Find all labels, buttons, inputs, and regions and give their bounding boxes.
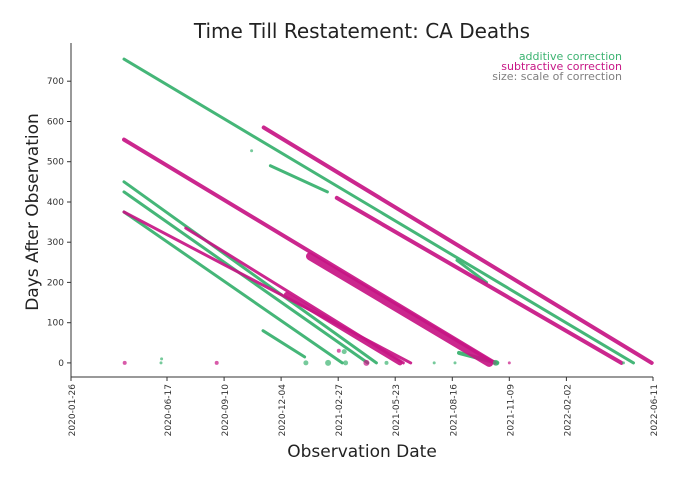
correction-point-additive-14 (250, 149, 254, 153)
correction-streak-subtractive-12 (334, 195, 624, 365)
correction-point-additive-4 (325, 359, 332, 366)
x-tick-label: 2022-02-02 (563, 384, 573, 436)
streak-line (306, 252, 494, 367)
correction-streak-subtractive-13 (306, 252, 494, 367)
y-tick-label: 200 (47, 278, 64, 288)
correction-point-subtractive-11 (507, 361, 511, 365)
correction-point-subtractive-6 (363, 359, 370, 366)
y-tick-label: 600 (47, 118, 64, 128)
y-tick-label: 400 (47, 198, 64, 208)
x-tick-label: 2020-12-04 (278, 384, 288, 437)
x-tick-label: 2021-05-23 (392, 384, 402, 436)
streak-line (122, 57, 635, 365)
correction-point-subtractive-16 (336, 348, 341, 353)
x-tick-label: 2020-06-17 (164, 384, 174, 436)
streak-line (122, 210, 344, 365)
correction-streak-additive-5 (261, 329, 307, 359)
correction-streak-additive-4 (268, 164, 329, 194)
y-tick-label: 300 (47, 238, 64, 248)
correction-point-additive-15 (341, 349, 347, 355)
x-tick-label: 2021-02-27 (335, 384, 345, 436)
streak-line (268, 164, 329, 194)
correction-point-additive-9 (453, 361, 457, 365)
chart-title: Time Till Restatement: CA Deaths (193, 19, 530, 43)
x-tick-label: 2022-06-11 (650, 384, 660, 436)
x-tick-label: 2021-08-16 (449, 384, 459, 437)
plot-area (122, 57, 654, 367)
correction-streak-additive-0 (122, 57, 635, 365)
legend: additive correction subtractive correcti… (492, 50, 622, 83)
streak-line (261, 329, 307, 359)
y-tick-label: 700 (47, 77, 64, 87)
y-tick-label: 0 (58, 359, 64, 369)
correction-point-additive-7 (384, 360, 389, 365)
x-axis-label: Observation Date (287, 442, 437, 462)
x-tick-label: 2020-01-26 (68, 384, 78, 437)
x-tick-label: 2021-11-09 (506, 384, 516, 437)
y-tick-label: 100 (47, 319, 64, 329)
streak-line (334, 195, 624, 365)
streak-line (122, 180, 378, 365)
correction-streak-additive-1 (122, 180, 378, 365)
x-axis-ticks: 2020-01-26 2020-06-17 2020-09-10 2020-12-04… (68, 377, 660, 436)
streak-line (261, 125, 654, 365)
streak-line (284, 292, 403, 366)
correction-streak-additive-7 (455, 258, 488, 284)
y-axis-label: Days After Observation (23, 113, 43, 311)
correction-point-subtractive-2 (214, 360, 219, 365)
y-tick-label: 500 (47, 158, 64, 168)
correction-streak-additive-3 (122, 210, 344, 365)
correction-point-additive-10 (492, 359, 499, 366)
correction-point-subtractive-0 (122, 360, 127, 365)
legend-subtractive: subtractive correction (501, 60, 622, 73)
correction-point-additive-1 (159, 361, 163, 365)
correction-point-additive-5 (343, 360, 349, 366)
legend-additive: additive correction (519, 50, 622, 63)
correction-point-additive-8 (432, 361, 436, 365)
streak-line (455, 258, 488, 284)
x-tick-label: 2020-09-10 (221, 384, 231, 437)
legend-size-note: size: scale of correction (492, 70, 622, 83)
correction-streak-subtractive-9 (261, 125, 654, 365)
correction-point-additive-13 (160, 357, 164, 361)
correction-point-additive-12 (622, 361, 625, 365)
correction-point-additive-3 (303, 360, 309, 366)
correction-streak-subtractive-14 (284, 292, 403, 366)
y-axis-ticks: 0 100 200 300 400 500 600 700 (47, 77, 71, 369)
